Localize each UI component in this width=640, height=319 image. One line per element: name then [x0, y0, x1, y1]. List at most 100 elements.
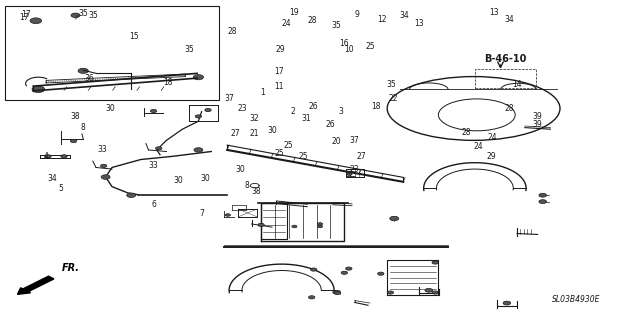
Circle shape: [61, 155, 67, 158]
Circle shape: [225, 214, 230, 216]
Circle shape: [539, 193, 547, 197]
Circle shape: [347, 173, 352, 175]
Circle shape: [150, 109, 157, 113]
Circle shape: [333, 290, 340, 294]
Text: 28: 28: [308, 16, 317, 25]
Text: 8: 8: [244, 181, 249, 189]
Text: 35: 35: [88, 11, 98, 20]
Text: 15: 15: [129, 32, 140, 41]
FancyArrow shape: [17, 276, 54, 294]
Circle shape: [378, 272, 384, 275]
Text: 32: 32: [249, 114, 259, 122]
Text: 30: 30: [268, 126, 278, 135]
Text: 23: 23: [237, 104, 247, 113]
Text: 39: 39: [532, 112, 543, 121]
Circle shape: [100, 164, 107, 167]
Text: 7: 7: [199, 209, 204, 218]
Text: 5: 5: [58, 184, 63, 193]
Text: 38: 38: [70, 112, 81, 121]
Circle shape: [308, 296, 315, 299]
Text: 35: 35: [387, 80, 397, 89]
Text: 18: 18: [371, 102, 380, 111]
Text: 30: 30: [235, 165, 245, 174]
Text: 34: 34: [399, 11, 409, 20]
Text: 25: 25: [365, 42, 375, 51]
Circle shape: [193, 75, 204, 80]
Text: 28: 28: [461, 128, 470, 137]
Text: 25: 25: [283, 141, 293, 150]
Text: 26: 26: [308, 102, 319, 111]
Text: 27: 27: [356, 152, 367, 161]
Text: B-46-10: B-46-10: [484, 54, 527, 64]
Circle shape: [195, 115, 202, 118]
Circle shape: [346, 267, 352, 270]
Text: 35: 35: [184, 45, 194, 54]
Circle shape: [539, 200, 547, 204]
Circle shape: [341, 271, 348, 274]
Text: 24: 24: [281, 19, 291, 28]
Text: 10: 10: [344, 45, 354, 54]
Circle shape: [317, 225, 323, 228]
Circle shape: [503, 301, 511, 305]
Text: 1: 1: [260, 88, 265, 97]
Text: 9: 9: [354, 10, 359, 19]
Text: 25: 25: [274, 149, 284, 158]
Text: 20: 20: [332, 137, 342, 146]
Text: 12: 12: [378, 15, 387, 24]
Text: 30: 30: [200, 174, 210, 183]
Text: 14: 14: [512, 80, 522, 89]
Text: 22: 22: [388, 94, 397, 103]
Text: 39: 39: [532, 120, 543, 129]
Circle shape: [156, 147, 162, 150]
Text: 24: 24: [488, 133, 498, 142]
Text: 24: 24: [474, 142, 484, 151]
Text: 25: 25: [298, 152, 308, 161]
Text: 38: 38: [251, 187, 261, 196]
Bar: [5, 6, 219, 100]
Text: 18: 18: [164, 78, 173, 87]
Text: 37: 37: [349, 136, 359, 145]
Circle shape: [71, 13, 80, 18]
Bar: [475, 69, 536, 88]
Text: 35: 35: [78, 9, 88, 18]
Text: 17: 17: [274, 67, 284, 76]
Text: 37: 37: [224, 94, 234, 103]
Text: 3: 3: [339, 107, 344, 116]
Circle shape: [317, 223, 323, 225]
Text: 19: 19: [289, 8, 300, 17]
Text: 26: 26: [325, 120, 335, 129]
Text: 31: 31: [301, 114, 311, 122]
Text: 13: 13: [489, 8, 499, 17]
Circle shape: [30, 18, 42, 24]
Text: 36: 36: [84, 74, 95, 83]
Text: FR.: FR.: [62, 263, 80, 272]
Circle shape: [127, 193, 136, 197]
Text: 16: 16: [339, 39, 349, 48]
Circle shape: [101, 175, 110, 179]
Text: 21: 21: [250, 130, 259, 138]
Circle shape: [205, 108, 211, 112]
Circle shape: [70, 139, 77, 143]
Text: 34: 34: [47, 174, 58, 183]
Text: 33: 33: [97, 145, 108, 154]
Circle shape: [292, 225, 297, 228]
Circle shape: [310, 268, 317, 271]
Text: 30: 30: [173, 176, 183, 185]
Circle shape: [32, 86, 45, 93]
Circle shape: [258, 223, 264, 226]
Text: 33: 33: [148, 161, 159, 170]
Text: 29: 29: [486, 152, 497, 161]
Text: 11: 11: [275, 82, 284, 91]
Text: 17: 17: [20, 10, 31, 19]
Text: 2: 2: [291, 107, 296, 116]
Text: 23: 23: [349, 165, 360, 174]
Text: 34: 34: [504, 15, 515, 24]
Text: 4: 4: [44, 152, 49, 161]
Circle shape: [334, 291, 340, 294]
Circle shape: [432, 291, 438, 294]
Circle shape: [390, 216, 399, 221]
Circle shape: [432, 261, 438, 264]
Text: 28: 28: [504, 104, 513, 113]
Circle shape: [78, 68, 88, 73]
Text: 27: 27: [230, 130, 241, 138]
